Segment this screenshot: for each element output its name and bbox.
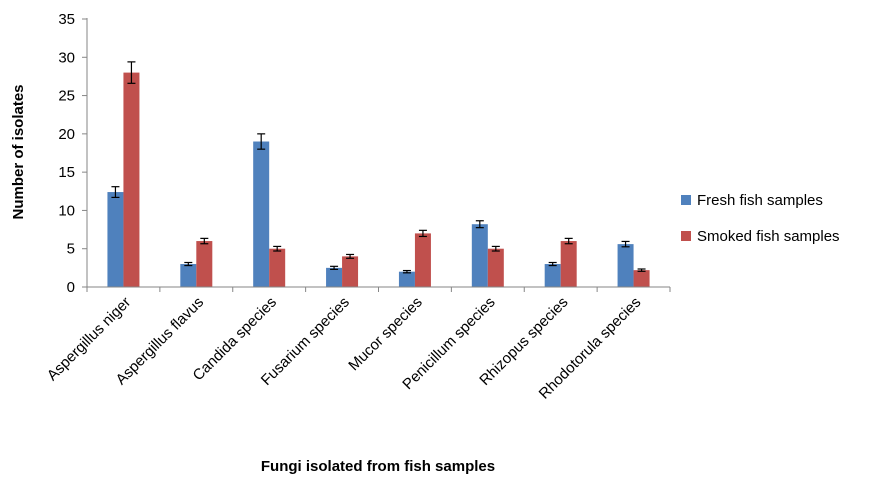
y-tick-label: 10 (58, 202, 75, 219)
legend-swatch (681, 231, 691, 241)
legend-label: Smoked fish samples (697, 228, 840, 245)
error-bar-fresh-1 (184, 261, 193, 267)
error-bar-smoked-4 (418, 229, 427, 238)
bar-fresh-2 (253, 141, 270, 287)
error-bar-fresh-7 (621, 240, 630, 248)
bar-fresh-6 (544, 264, 561, 287)
bar-fresh-7 (617, 244, 634, 287)
bar-smoked-5 (487, 248, 504, 287)
error-bar-smoked-0 (127, 61, 136, 84)
bar-smoked-3 (342, 256, 359, 287)
bar-smoked-6 (560, 241, 577, 287)
bar-fresh-1 (180, 264, 197, 287)
error-bar-fresh-4 (402, 269, 411, 274)
y-tick-label: 5 (67, 241, 75, 258)
legend-item-smoked: Smoked fish samples (681, 228, 840, 245)
bar-smoked-1 (196, 241, 213, 287)
error-bar-smoked-7 (637, 268, 646, 272)
error-bar-fresh-6 (548, 261, 557, 267)
y-tick-label: 15 (58, 164, 75, 181)
bar-smoked-7 (633, 270, 650, 287)
bar-fresh-0 (107, 192, 124, 287)
error-bar-fresh-5 (475, 220, 484, 229)
bar-fresh-4 (398, 271, 415, 287)
legend: Fresh fish samples Smoked fish samples (681, 192, 840, 245)
y-tick-label: 25 (58, 88, 75, 105)
x-axis-title: Fungi isolated from fish samples (261, 458, 495, 475)
legend-label: Fresh fish samples (697, 192, 823, 209)
axes-layer (82, 18, 671, 292)
bar-fresh-5 (471, 224, 488, 287)
error-bar-smoked-5 (491, 245, 500, 252)
y-tick-label: 0 (67, 279, 75, 296)
error-bar-smoked-3 (346, 253, 355, 259)
x-tick-label: Mucor species (345, 294, 425, 374)
bar-fresh-3 (326, 267, 343, 287)
bar-smoked-0 (123, 72, 140, 287)
legend-item-fresh: Fresh fish samples (681, 192, 823, 209)
bar-smoked-4 (414, 233, 431, 287)
error-bar-fresh-3 (330, 265, 339, 270)
bars-layer (107, 61, 650, 287)
bar-smoked-2 (269, 248, 286, 287)
y-tick-label: 30 (58, 49, 75, 66)
y-tick-label: 20 (58, 126, 75, 143)
error-bar-smoked-1 (200, 237, 209, 245)
error-bar-smoked-2 (273, 245, 282, 252)
error-bar-smoked-6 (564, 237, 573, 245)
error-bar-fresh-2 (257, 133, 266, 150)
y-tick-label: 35 (58, 11, 75, 28)
error-bar-fresh-0 (111, 186, 120, 199)
y-axis-title: Number of isolates (10, 84, 27, 219)
legend-swatch (681, 195, 691, 205)
